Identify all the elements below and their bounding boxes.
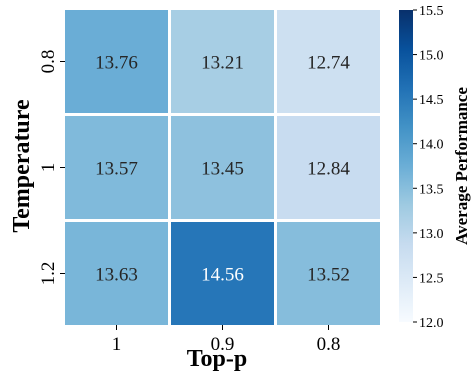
cell-value-label: 13.57 [95,159,138,180]
colorbar-ticks: 12.0 12.5 13.0 13.5 14.0 14.5 15.0 15.5 [413,4,444,331]
y-axis-ticks: 0.8 1 1.2 [38,50,65,286]
heatmap-cell [65,116,168,219]
cell-value-label: 13.63 [95,265,138,286]
heatmap-cell [65,10,168,113]
x-axis-label: Top-p [187,346,248,372]
y-axis-label: Temperature [9,99,35,233]
heatmap-cell [277,116,380,219]
y-tick-label: 1.2 [38,262,59,286]
heatmap-cell [277,222,380,325]
x-tick-label: 1 [112,334,122,355]
x-tick-label: 0.8 [317,334,341,355]
colorbar: 12.0 12.5 13.0 13.5 14.0 14.5 15.0 15.5 [399,4,444,331]
cell-value-label: 13.76 [95,53,138,74]
colorbar-tick-label: 15.5 [419,4,444,19]
cell-value-label: 13.21 [201,53,244,74]
x-tick-label: 0.9 [211,334,235,355]
colorbar-tick-label: 12.5 [419,271,444,286]
colorbar-label: Average Performance [452,87,471,245]
y-tick-label: 0.8 [38,50,59,74]
colorbar-tick-label: 13.0 [419,227,444,242]
colorbar-gradient [399,10,413,322]
heatmap-cell [171,10,274,113]
heatmap-cell [65,222,168,325]
cell-value-label: 14.56 [201,265,244,286]
heatmap-cells: 13.76 13.21 12.74 13.57 13.45 12.84 13.63 14.56… [65,10,380,325]
colorbar-tick-label: 14.5 [419,93,444,108]
x-axis-ticks: 1 0.9 0.8 [112,325,341,355]
cell-value-label: 13.52 [307,265,350,286]
heatmap-cell [171,222,274,325]
y-tick-label: 1 [38,163,59,173]
heatmap-cell [277,10,380,113]
cell-value-label: 13.45 [201,159,244,180]
heatmap-cell [171,116,274,219]
colorbar-tick-label: 14.0 [419,138,444,153]
colorbar-tick-label: 15.0 [419,49,444,64]
cell-value-label: 12.74 [307,53,350,74]
colorbar-tick-label: 12.0 [419,316,444,331]
colorbar-tick-label: 13.5 [419,182,444,197]
cell-value-label: 12.84 [307,159,350,180]
